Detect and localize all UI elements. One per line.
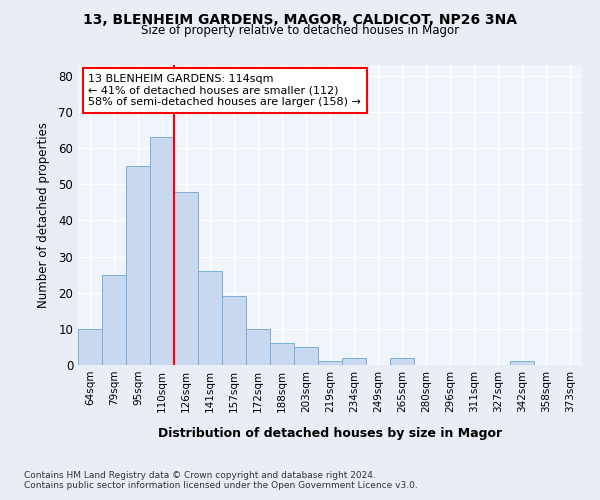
Bar (294, 347, 318, 365)
Bar (78, 329, 102, 365)
Bar (510, 362, 534, 365)
Text: Contains public sector information licensed under the Open Government Licence v3: Contains public sector information licen… (24, 481, 418, 490)
Text: Distribution of detached houses by size in Magor: Distribution of detached houses by size … (158, 428, 502, 440)
Bar (342, 358, 366, 365)
Bar (246, 329, 270, 365)
Bar (126, 166, 150, 365)
Bar (270, 344, 294, 365)
Bar (222, 296, 246, 365)
Bar (150, 138, 174, 365)
Text: 13 BLENHEIM GARDENS: 114sqm
← 41% of detached houses are smaller (112)
58% of se: 13 BLENHEIM GARDENS: 114sqm ← 41% of det… (88, 74, 361, 107)
Text: Size of property relative to detached houses in Magor: Size of property relative to detached ho… (141, 24, 459, 37)
Bar (390, 358, 414, 365)
Bar (102, 274, 126, 365)
Bar (198, 271, 222, 365)
Bar (318, 362, 342, 365)
Text: Contains HM Land Registry data © Crown copyright and database right 2024.: Contains HM Land Registry data © Crown c… (24, 471, 376, 480)
Bar (174, 192, 198, 365)
Text: 13, BLENHEIM GARDENS, MAGOR, CALDICOT, NP26 3NA: 13, BLENHEIM GARDENS, MAGOR, CALDICOT, N… (83, 12, 517, 26)
Y-axis label: Number of detached properties: Number of detached properties (37, 122, 50, 308)
